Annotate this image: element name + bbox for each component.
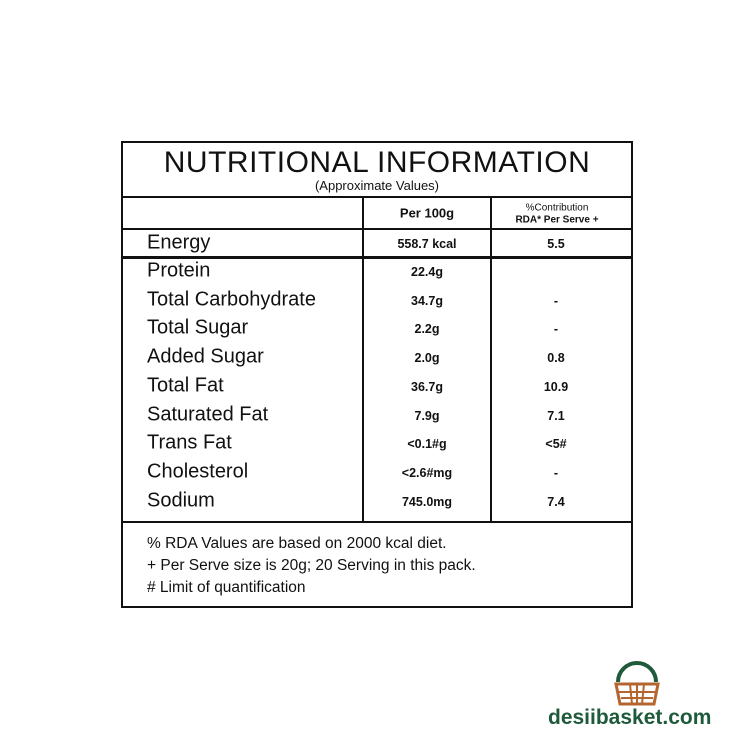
footnote: # Limit of quantification xyxy=(147,579,306,596)
rda-value: 5.5 xyxy=(547,237,565,251)
column-divider xyxy=(490,197,492,522)
per100g-value: 34.7g xyxy=(411,293,443,308)
nutrient-name: Trans Fat xyxy=(147,431,232,454)
column-divider xyxy=(362,197,364,522)
per100g-value: 7.9g xyxy=(414,408,440,423)
header-per100g: Per 100g xyxy=(399,205,455,221)
rda-value: 7.1 xyxy=(547,408,565,423)
nutrient-name: Total Sugar xyxy=(147,316,249,339)
per100g-value: 36.7g xyxy=(411,379,443,394)
nutrient-name: Protein xyxy=(147,259,211,282)
nutrient-name: Sodium xyxy=(147,489,215,512)
nutrient-name: Energy xyxy=(147,231,211,254)
rda-value: <5# xyxy=(545,437,567,452)
per100g-value: 2.0g xyxy=(414,351,440,366)
nutrition-table xyxy=(121,141,633,608)
nutrient-name: Total Fat xyxy=(147,374,224,397)
divider xyxy=(121,521,631,523)
per100g-value: 22.4g xyxy=(411,265,443,279)
divider xyxy=(121,196,631,198)
divider xyxy=(121,256,631,259)
rda-value: 7.4 xyxy=(547,494,565,509)
rda-value: - xyxy=(553,322,559,337)
rda-value: - xyxy=(553,293,559,308)
footnote: % RDA Values are based on 2000 kcal diet… xyxy=(147,535,447,552)
rda-value: 10.9 xyxy=(543,379,569,394)
divider xyxy=(121,228,631,230)
logo-icon xyxy=(614,661,660,706)
rda-value: - xyxy=(553,465,559,480)
header-contribution: %Contribution xyxy=(525,202,589,214)
per100g-value: 558.7 kcal xyxy=(397,237,457,251)
nutrient-name: Total Carbohydrate xyxy=(147,288,316,311)
per100g-value: 2.2g xyxy=(414,322,440,337)
per100g-value: <2.6#mg xyxy=(401,465,453,480)
per100g-value: 745.0mg xyxy=(401,494,453,509)
nutrient-name: Added Sugar xyxy=(147,345,264,368)
per100g-value: <0.1#g xyxy=(407,437,447,452)
subtitle: (Approximate Values) xyxy=(314,178,440,193)
header-contribution: RDA* Per Serve + xyxy=(515,214,599,226)
footnote: + Per Serve size is 20g; 20 Serving in t… xyxy=(147,557,476,574)
nutrient-name: Cholesterol xyxy=(147,460,249,483)
title: NUTRITIONAL INFORMATION xyxy=(163,146,591,179)
nutrient-name: Saturated Fat xyxy=(147,403,269,425)
logo-text: desiibasket.com xyxy=(548,706,712,729)
rda-value: 0.8 xyxy=(547,351,565,366)
